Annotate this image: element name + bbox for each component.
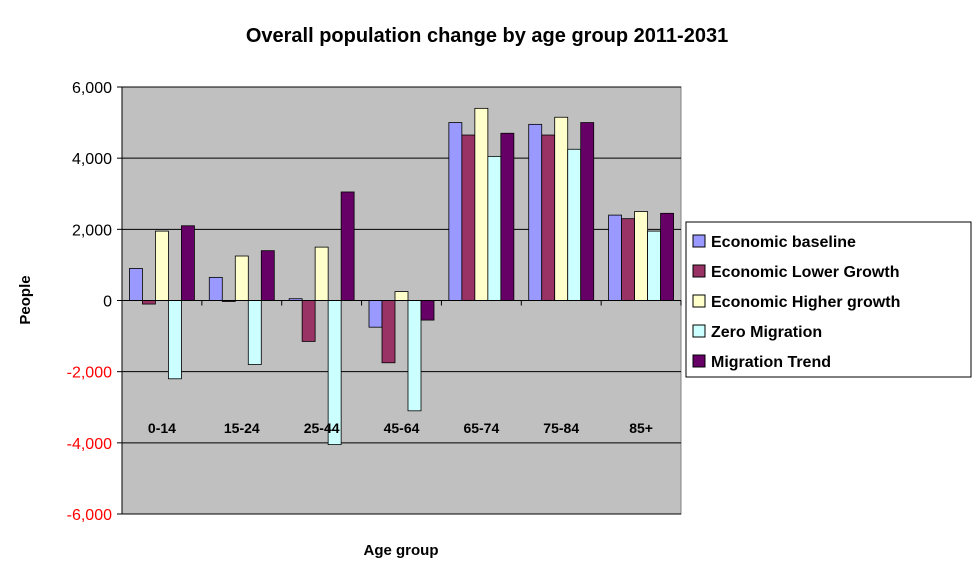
bar: [368, 300, 383, 328]
chart-title: Overall population change by age group 2…: [246, 25, 728, 47]
legend-swatch: [692, 234, 706, 248]
category-label: 25-44: [304, 420, 340, 436]
y-axis-title: People: [17, 275, 34, 324]
y-tick-label: -6,000: [67, 507, 112, 524]
bar: [181, 225, 195, 301]
bar: [314, 246, 329, 301]
bar: [407, 300, 422, 412]
bar: [461, 134, 476, 301]
legend-box: [685, 221, 972, 378]
bar: [234, 255, 249, 301]
bar: [580, 122, 595, 301]
bar: [621, 218, 635, 301]
bar: [660, 212, 674, 301]
y-tick-label: 0: [103, 294, 112, 311]
legend-label: Zero Migration: [711, 324, 822, 341]
y-tick-label: 2,000: [72, 222, 112, 239]
bar: [208, 276, 223, 301]
bar: [168, 300, 182, 380]
bar: [129, 268, 143, 301]
y-tick-label: -4,000: [67, 436, 112, 453]
legend-label: Economic Higher growth: [711, 294, 900, 311]
legend-swatch: [692, 324, 706, 338]
legend-label: Migration Trend: [711, 354, 831, 371]
bar: [381, 300, 396, 364]
y-tick-label: -2,000: [67, 365, 112, 382]
y-tick-label: 6,000: [72, 80, 112, 97]
category-label: 85+: [629, 420, 653, 436]
bar: [474, 107, 489, 301]
y-tick-labels: 6,000 4,000 2,000 0 -2,000 -4,000 -6,000: [67, 80, 112, 524]
category-label: 15-24: [224, 420, 260, 436]
bar: [247, 300, 262, 365]
bar: [260, 250, 275, 301]
bar: [554, 116, 569, 301]
bar: [142, 300, 156, 305]
bar: [340, 191, 355, 301]
axes: [117, 86, 682, 515]
legend-label: Economic Lower Growth: [711, 264, 899, 281]
bar: [487, 155, 502, 301]
bar: [528, 123, 543, 301]
bars: [129, 107, 674, 446]
category-label: 65-74: [463, 420, 499, 436]
bar: [420, 300, 435, 321]
category-label: 45-64: [384, 420, 420, 436]
bar: [634, 211, 648, 301]
bar: [394, 291, 409, 301]
bar: [448, 122, 463, 301]
bar: [608, 214, 622, 301]
bar: [541, 134, 556, 301]
bar: [500, 132, 515, 301]
legend-label: Economic baseline: [711, 234, 856, 251]
category-label: 75-84: [543, 420, 579, 436]
legend-swatch: [692, 264, 706, 278]
legend-swatch: [692, 354, 706, 368]
legend-swatch: [692, 294, 706, 308]
category-labels: 0-14 15-24 25-44 45-64 65-74 75-84 85+: [148, 420, 653, 436]
bar: [301, 300, 316, 342]
legend: Economic baseline Economic Lower Growth Ec…: [685, 221, 972, 378]
bar: [155, 230, 169, 301]
bar: [647, 230, 661, 301]
y-tick-label: 4,000: [72, 151, 112, 168]
category-label: 0-14: [148, 420, 176, 436]
bar: [567, 148, 582, 301]
x-axis-title: Age group: [364, 542, 439, 559]
